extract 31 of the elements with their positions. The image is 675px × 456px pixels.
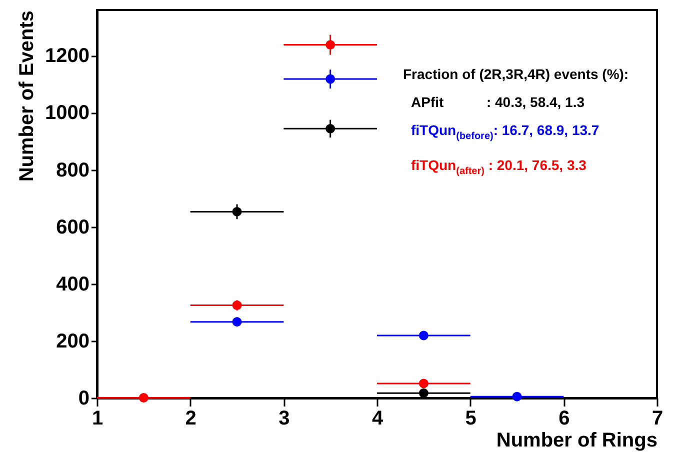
- x-tick-label: 4: [372, 408, 384, 430]
- point: [326, 124, 336, 134]
- point: [326, 40, 336, 50]
- x-tick-label: 6: [558, 408, 570, 430]
- x-axis-title: Number of Rings: [496, 430, 658, 452]
- point: [232, 206, 242, 216]
- x-tick-label: 5: [465, 408, 476, 430]
- annotation: APfit : 40.3, 58.4, 1.3: [410, 93, 586, 112]
- point: [232, 300, 242, 310]
- y-tick-label: 400: [56, 273, 90, 296]
- point: [232, 317, 242, 327]
- point: [418, 388, 428, 398]
- point: [512, 392, 522, 402]
- annotation: Fraction of (2R,3R,4R) events (%):: [403, 65, 629, 84]
- y-tick-label: 600: [56, 216, 90, 238]
- point: [418, 378, 428, 388]
- point: [138, 392, 148, 402]
- annotation: fiTQun$_{(before)}$: 16.7, 68.9, 13.7: [410, 121, 600, 144]
- y-axis-title: Number of Events: [16, 10, 38, 182]
- y-tick-label: 0: [78, 388, 90, 410]
- point: [326, 74, 336, 84]
- x-tick-label: 2: [185, 408, 196, 430]
- x-tick-label: 7: [652, 408, 664, 430]
- annotation: fiTQun$_{(after)}$ : 20.1, 76.5, 3.3: [410, 156, 588, 179]
- x-tick-label: 3: [278, 408, 290, 430]
- y-tick-label: 1200: [45, 45, 90, 68]
- x-tick-label: 1: [92, 408, 104, 430]
- y-tick-label: 200: [56, 330, 90, 352]
- y-tick-label: 800: [56, 159, 90, 182]
- point: [418, 330, 428, 340]
- y-tick-label: 1000: [45, 102, 90, 124]
